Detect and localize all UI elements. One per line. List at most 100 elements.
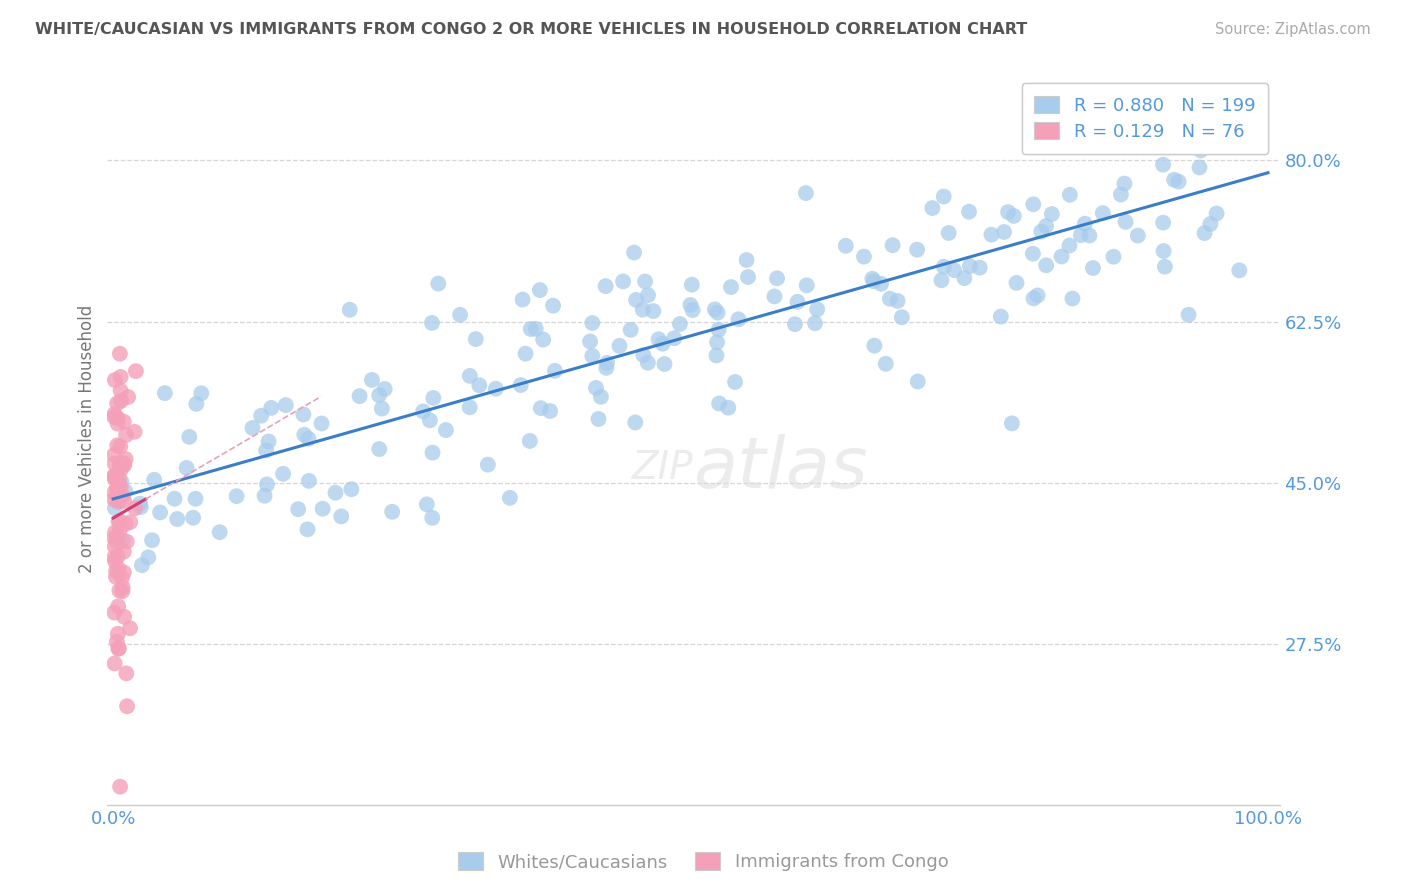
Point bbox=[907, 375, 929, 389]
Point bbox=[125, 364, 148, 378]
Point bbox=[703, 302, 725, 317]
Point bbox=[112, 544, 135, 558]
Point bbox=[953, 271, 976, 285]
Point bbox=[538, 404, 561, 418]
Point bbox=[519, 434, 541, 448]
Point bbox=[1035, 219, 1057, 233]
Point bbox=[717, 401, 740, 415]
Point bbox=[890, 310, 912, 325]
Point bbox=[682, 303, 704, 318]
Point bbox=[117, 390, 139, 404]
Point bbox=[186, 397, 208, 411]
Point bbox=[932, 189, 955, 203]
Point bbox=[105, 410, 128, 425]
Point bbox=[103, 410, 125, 425]
Point bbox=[381, 505, 404, 519]
Point bbox=[544, 364, 567, 378]
Point bbox=[104, 501, 127, 516]
Point bbox=[1173, 91, 1195, 105]
Point bbox=[520, 322, 543, 336]
Point bbox=[980, 227, 1002, 242]
Point bbox=[1227, 263, 1250, 277]
Point bbox=[706, 335, 728, 350]
Point bbox=[104, 373, 127, 387]
Point bbox=[905, 243, 928, 257]
Point bbox=[112, 456, 135, 470]
Point bbox=[595, 279, 617, 293]
Point bbox=[420, 316, 443, 330]
Point bbox=[499, 491, 522, 505]
Point bbox=[103, 485, 125, 500]
Point bbox=[664, 331, 686, 345]
Point bbox=[103, 531, 125, 545]
Point bbox=[938, 226, 960, 240]
Point bbox=[1050, 250, 1073, 264]
Point bbox=[529, 283, 551, 297]
Point bbox=[105, 438, 128, 452]
Point bbox=[1031, 225, 1053, 239]
Point bbox=[110, 489, 132, 503]
Point bbox=[143, 473, 166, 487]
Point bbox=[969, 260, 991, 275]
Point bbox=[242, 421, 264, 435]
Point bbox=[107, 599, 129, 614]
Point bbox=[870, 277, 893, 291]
Point bbox=[706, 349, 728, 363]
Point bbox=[108, 458, 131, 473]
Point bbox=[1177, 308, 1199, 322]
Point bbox=[250, 409, 273, 423]
Point bbox=[458, 401, 481, 415]
Point bbox=[1199, 217, 1222, 231]
Point bbox=[766, 271, 789, 285]
Point bbox=[108, 347, 131, 361]
Point bbox=[105, 480, 128, 494]
Point bbox=[806, 302, 828, 317]
Point bbox=[458, 368, 481, 383]
Point bbox=[609, 339, 631, 353]
Point bbox=[104, 540, 127, 554]
Point bbox=[420, 511, 443, 525]
Point bbox=[287, 502, 309, 516]
Point bbox=[669, 317, 692, 331]
Point bbox=[1022, 292, 1045, 306]
Point bbox=[531, 333, 554, 347]
Point bbox=[581, 349, 603, 363]
Point bbox=[103, 468, 125, 483]
Point bbox=[136, 550, 159, 565]
Point bbox=[179, 430, 201, 444]
Point bbox=[105, 489, 128, 503]
Point bbox=[654, 357, 676, 371]
Point bbox=[1249, 125, 1271, 139]
Point bbox=[1114, 177, 1136, 191]
Point bbox=[959, 259, 981, 273]
Point bbox=[339, 302, 361, 317]
Point bbox=[1194, 226, 1216, 240]
Point bbox=[804, 316, 827, 330]
Point bbox=[724, 375, 747, 389]
Point bbox=[1205, 206, 1227, 220]
Point bbox=[274, 398, 297, 412]
Point bbox=[141, 533, 163, 548]
Point bbox=[103, 492, 125, 507]
Point bbox=[257, 434, 280, 449]
Point bbox=[612, 274, 634, 288]
Point bbox=[993, 225, 1015, 239]
Point bbox=[107, 417, 129, 431]
Point bbox=[374, 382, 396, 396]
Point bbox=[129, 500, 152, 515]
Point bbox=[707, 323, 730, 337]
Point bbox=[1152, 158, 1174, 172]
Point bbox=[416, 497, 439, 511]
Point bbox=[103, 407, 125, 421]
Point bbox=[681, 277, 703, 292]
Point bbox=[271, 467, 294, 481]
Point bbox=[509, 378, 531, 392]
Point bbox=[783, 317, 806, 331]
Point bbox=[879, 292, 901, 306]
Point bbox=[620, 323, 643, 337]
Point bbox=[149, 505, 172, 519]
Point bbox=[103, 456, 125, 470]
Point bbox=[706, 306, 728, 320]
Point bbox=[103, 550, 125, 565]
Point bbox=[524, 322, 547, 336]
